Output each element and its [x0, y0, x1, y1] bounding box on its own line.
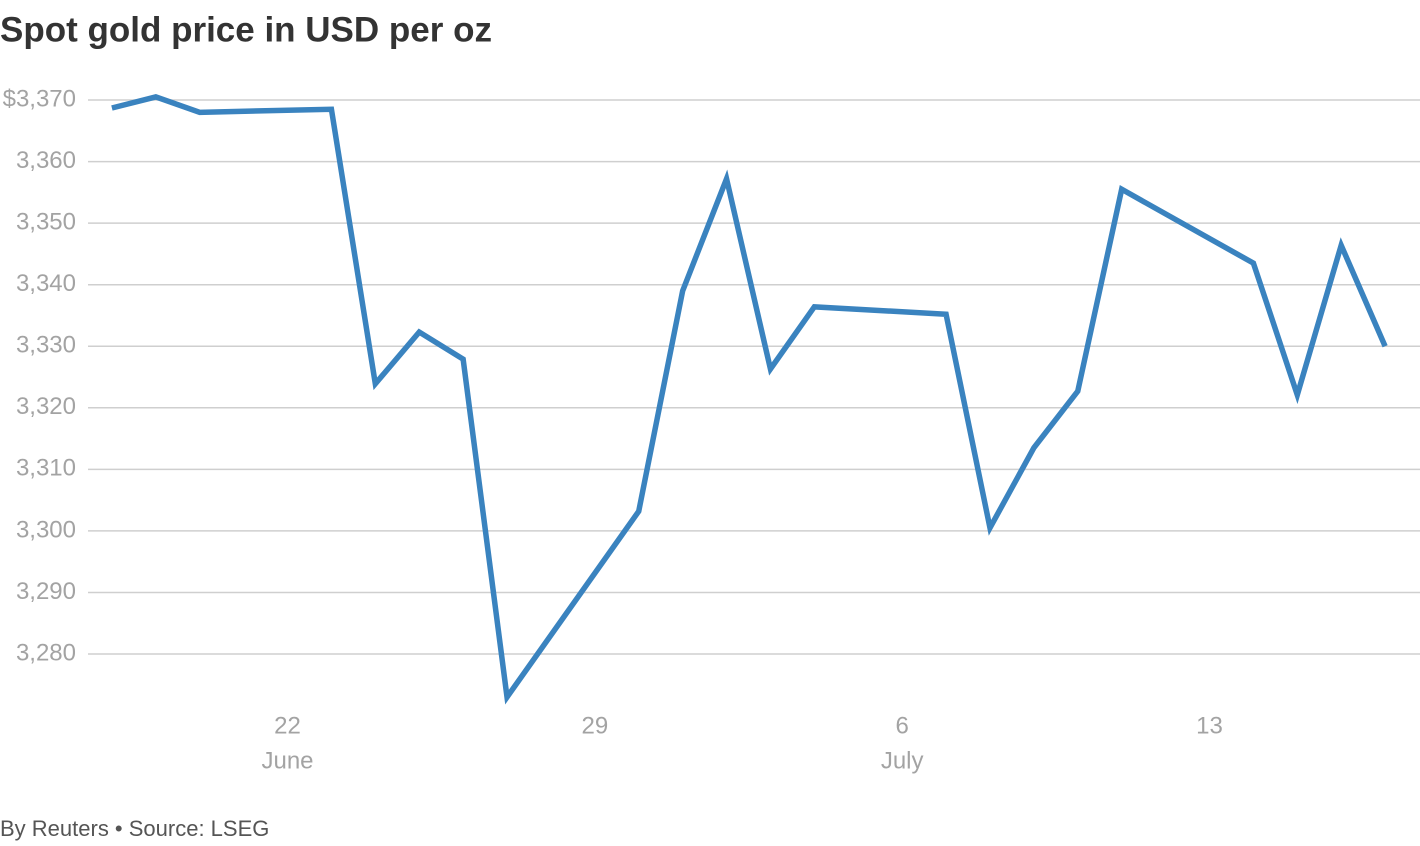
- x-tick-label: 6: [895, 712, 908, 739]
- y-tick-label: 3,360: [16, 147, 76, 174]
- y-tick-label: 3,330: [16, 332, 76, 359]
- y-tick-label: 3,280: [16, 639, 76, 666]
- price-line: [111, 94, 1388, 705]
- y-tick-label: 3,300: [16, 516, 76, 543]
- y-tick-label: 3,340: [16, 270, 76, 297]
- chart-title: Spot gold price in USD per oz: [0, 10, 492, 49]
- x-month-label: July: [881, 747, 924, 774]
- chart-footer: By Reuters • Source: LSEG: [0, 816, 269, 841]
- y-tick-label: 3,320: [16, 393, 76, 420]
- x-tick-label: 29: [581, 712, 608, 739]
- x-month-label: June: [261, 747, 313, 774]
- y-tick-label: 3,350: [16, 208, 76, 235]
- y-tick-label: 3,310: [16, 455, 76, 482]
- x-tick-label: 22: [274, 712, 301, 739]
- y-tick-label: 3,290: [16, 578, 76, 605]
- y-tick-label: $3,370: [3, 85, 76, 112]
- x-tick-label: 13: [1196, 712, 1223, 739]
